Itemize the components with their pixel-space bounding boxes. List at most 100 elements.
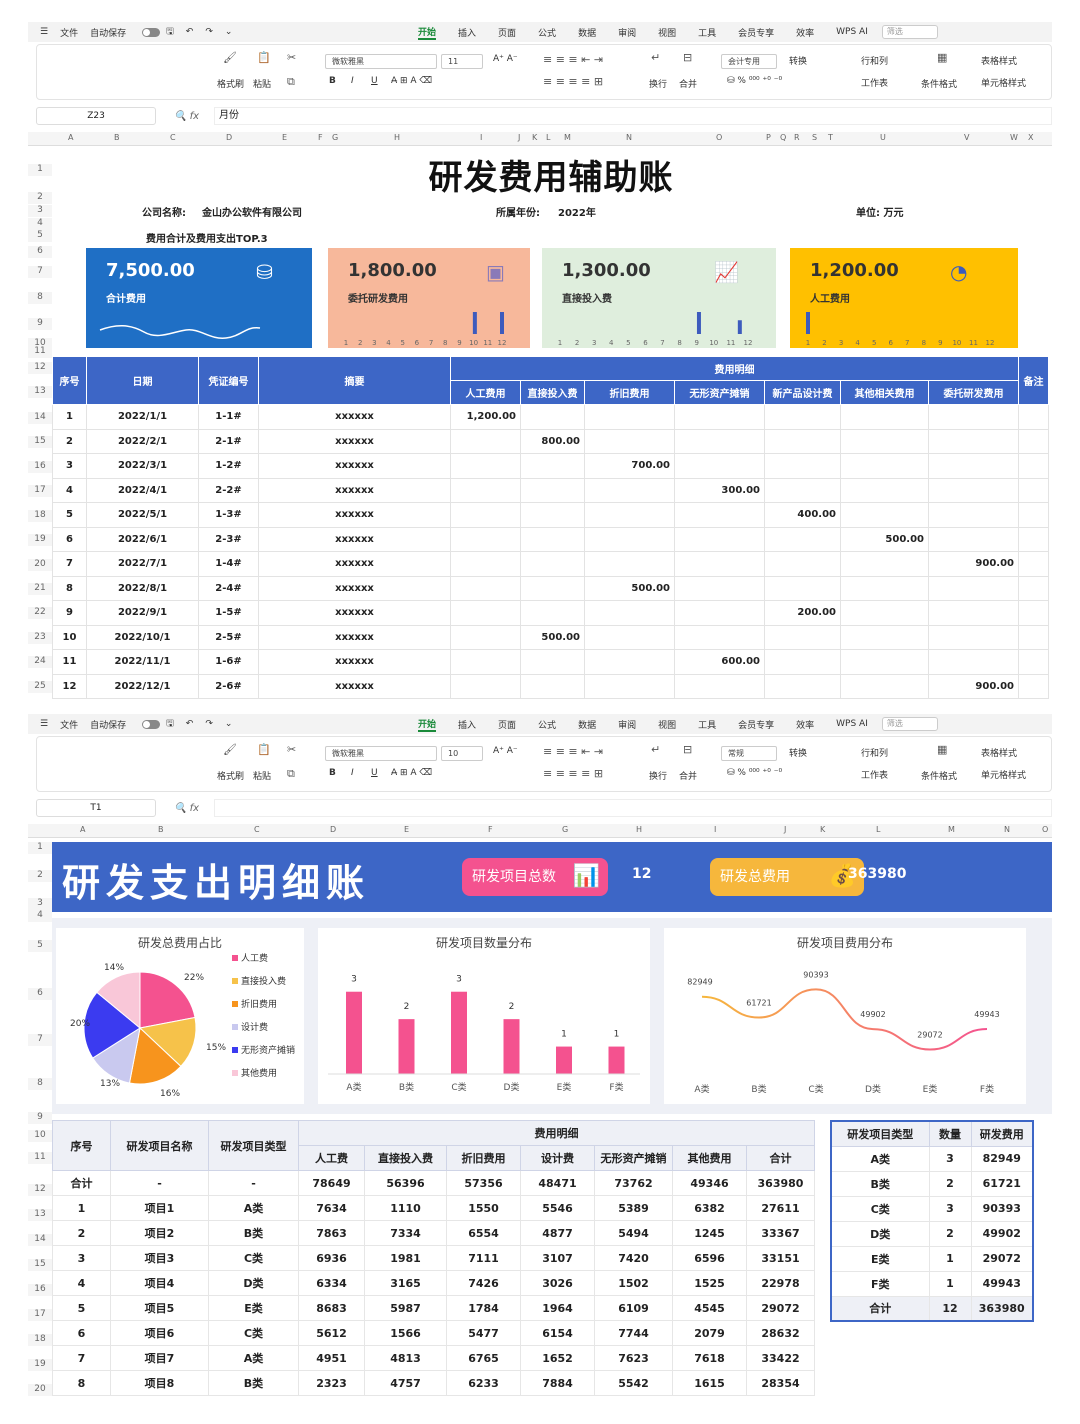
cell-amount[interactable]: 5494 (594, 1220, 673, 1246)
cell-amount[interactable]: 4951 (298, 1345, 365, 1371)
row-header[interactable]: 20 (28, 559, 52, 571)
tab-wps-ai[interactable]: WPS AI (836, 719, 868, 729)
cell-amount[interactable] (520, 404, 585, 430)
search-input[interactable]: 筛选 (881, 717, 938, 731)
cell-seq[interactable]: 4 (52, 1270, 111, 1296)
cell-seq[interactable]: 5 (52, 502, 87, 528)
cell-amount[interactable] (840, 453, 929, 479)
tab-view[interactable]: 视图 (658, 28, 677, 39)
cell-cost[interactable]: 61721 (970, 1170, 1034, 1197)
align-icon[interactable]: ≡ ≡ ≡ ⇤ ⇥ (543, 53, 604, 66)
row-header[interactable]: 15 (28, 436, 52, 448)
row-header[interactable]: 4 (28, 910, 52, 922)
align-center-icon[interactable]: ≡ ≡ ≡ ≡ ⊞ (543, 75, 604, 88)
cell-date[interactable]: 2022/5/1 (86, 502, 199, 528)
cut-icon[interactable]: ✂ (287, 51, 297, 64)
row-header[interactable]: 18 (28, 1334, 52, 1346)
cell-date[interactable]: 2022/7/1 (86, 551, 199, 577)
wrap-label[interactable]: 换行 (649, 80, 668, 90)
cell-date[interactable]: 2022/6/1 (86, 526, 199, 552)
cell-amount[interactable] (764, 428, 841, 454)
cell-project-type[interactable]: F类 (830, 1270, 930, 1297)
row-header[interactable]: 17 (28, 485, 52, 497)
cell-amount[interactable]: 7634 (298, 1195, 365, 1221)
cell-style-button[interactable]: 单元格样式 (981, 771, 1027, 781)
copy-icon[interactable]: ⧉ (287, 75, 295, 88)
menu-icon[interactable]: ☰ (40, 27, 49, 37)
cell-amount[interactable]: 800.00 (520, 428, 585, 454)
cell-seq[interactable]: 1 (52, 404, 87, 430)
cell-summary[interactable]: xxxxxx (258, 551, 451, 577)
cell-amount[interactable]: 6596 (672, 1245, 747, 1271)
tab-efficiency[interactable]: 效率 (796, 28, 815, 39)
cell-count[interactable]: 12 (928, 1295, 972, 1322)
row-header[interactable]: 23 (28, 632, 52, 644)
border-icon[interactable]: A̶ ⊞ A ⌫ (391, 768, 433, 778)
cell-amount[interactable]: 7334 (364, 1220, 447, 1246)
italic-button[interactable]: I (351, 76, 354, 86)
cell-amount[interactable]: 4813 (364, 1345, 447, 1371)
cell-note[interactable] (1018, 575, 1049, 601)
cell-amount[interactable]: 6382 (672, 1195, 747, 1221)
autosave-toggle[interactable] (142, 27, 161, 37)
wrap-icon[interactable]: ↵ (651, 51, 661, 64)
paste-label[interactable]: 粘贴 (253, 772, 272, 782)
cell-amount[interactable] (584, 477, 675, 503)
formula-input[interactable] (214, 799, 1052, 817)
convert-button[interactable]: 转换 (789, 57, 808, 67)
row-header[interactable]: 15 (28, 1259, 52, 1271)
cell-amount[interactable] (764, 551, 841, 577)
cell-amount[interactable] (928, 428, 1019, 454)
fx-icon[interactable]: 🔍 fx (174, 802, 200, 814)
cell-project-type[interactable]: A类 (208, 1345, 299, 1371)
row-header[interactable]: 16 (28, 461, 52, 473)
row-header[interactable]: 10 (28, 1130, 52, 1142)
row-header[interactable]: 13 (28, 1209, 52, 1221)
column-header[interactable]: B (114, 133, 120, 142)
cell-seq[interactable]: 7 (52, 1345, 111, 1371)
cell-amount[interactable]: 6936 (298, 1245, 365, 1271)
cell-cost[interactable]: 49943 (970, 1270, 1034, 1297)
merge-label[interactable]: 合并 (679, 80, 698, 90)
cell-cost[interactable]: 29072 (970, 1245, 1034, 1272)
cell-amount[interactable] (520, 502, 585, 528)
fx-icon[interactable]: 🔍 fx (174, 110, 200, 122)
merge-label[interactable]: 合并 (679, 772, 698, 782)
cell-amount[interactable]: 3026 (520, 1270, 595, 1296)
formula-input[interactable]: 月份 (214, 107, 1052, 125)
cell-amount[interactable] (520, 673, 585, 699)
row-header[interactable]: 7 (28, 266, 52, 278)
cell-amount[interactable]: 200.00 (764, 600, 841, 626)
cell-amount[interactable] (674, 575, 765, 601)
cell-amount[interactable]: 5389 (594, 1195, 673, 1221)
cell-amount[interactable]: 6765 (446, 1345, 521, 1371)
cell-amount[interactable] (450, 673, 521, 699)
number-format-select[interactable]: 会计专用 (721, 54, 777, 69)
cell-amount[interactable]: 5542 (594, 1370, 673, 1396)
column-header[interactable]: B (158, 825, 164, 834)
cell-seq[interactable]: 7 (52, 551, 87, 577)
wrap-label[interactable]: 换行 (649, 772, 668, 782)
column-header[interactable]: Q (780, 133, 787, 142)
row-header[interactable]: 14 (28, 1234, 52, 1246)
column-header[interactable]: A (68, 133, 74, 142)
tab-formula[interactable]: 公式 (538, 28, 557, 39)
font-name-select[interactable]: 微软雅黑 (325, 54, 437, 69)
column-header[interactable]: L (546, 133, 551, 142)
column-header[interactable]: X (1028, 133, 1034, 142)
tab-efficiency[interactable]: 效率 (796, 720, 815, 731)
tab-page[interactable]: 页面 (498, 28, 517, 39)
cell-style-button[interactable]: 单元格样式 (981, 79, 1027, 89)
column-header[interactable]: K (532, 133, 538, 142)
save-icon[interactable]: 🖫 (166, 27, 174, 37)
cell-voucher[interactable]: 2-1# (198, 428, 259, 454)
row-header[interactable]: 11 (28, 346, 52, 358)
cell-amount[interactable]: 8683 (298, 1295, 365, 1321)
format-painter-icon[interactable]: 🖌 (223, 51, 237, 64)
cell-seq[interactable]: 合计 (52, 1170, 111, 1196)
row-header[interactable]: 12 (28, 362, 52, 374)
row-header[interactable]: 6 (28, 246, 52, 258)
percent-icon[interactable]: ⛁ % ⁰⁰⁰ ⁺⁰ ⁻⁰ (727, 76, 783, 86)
cell-amount[interactable]: 1245 (672, 1220, 747, 1246)
cell-amount[interactable]: 4757 (364, 1370, 447, 1396)
